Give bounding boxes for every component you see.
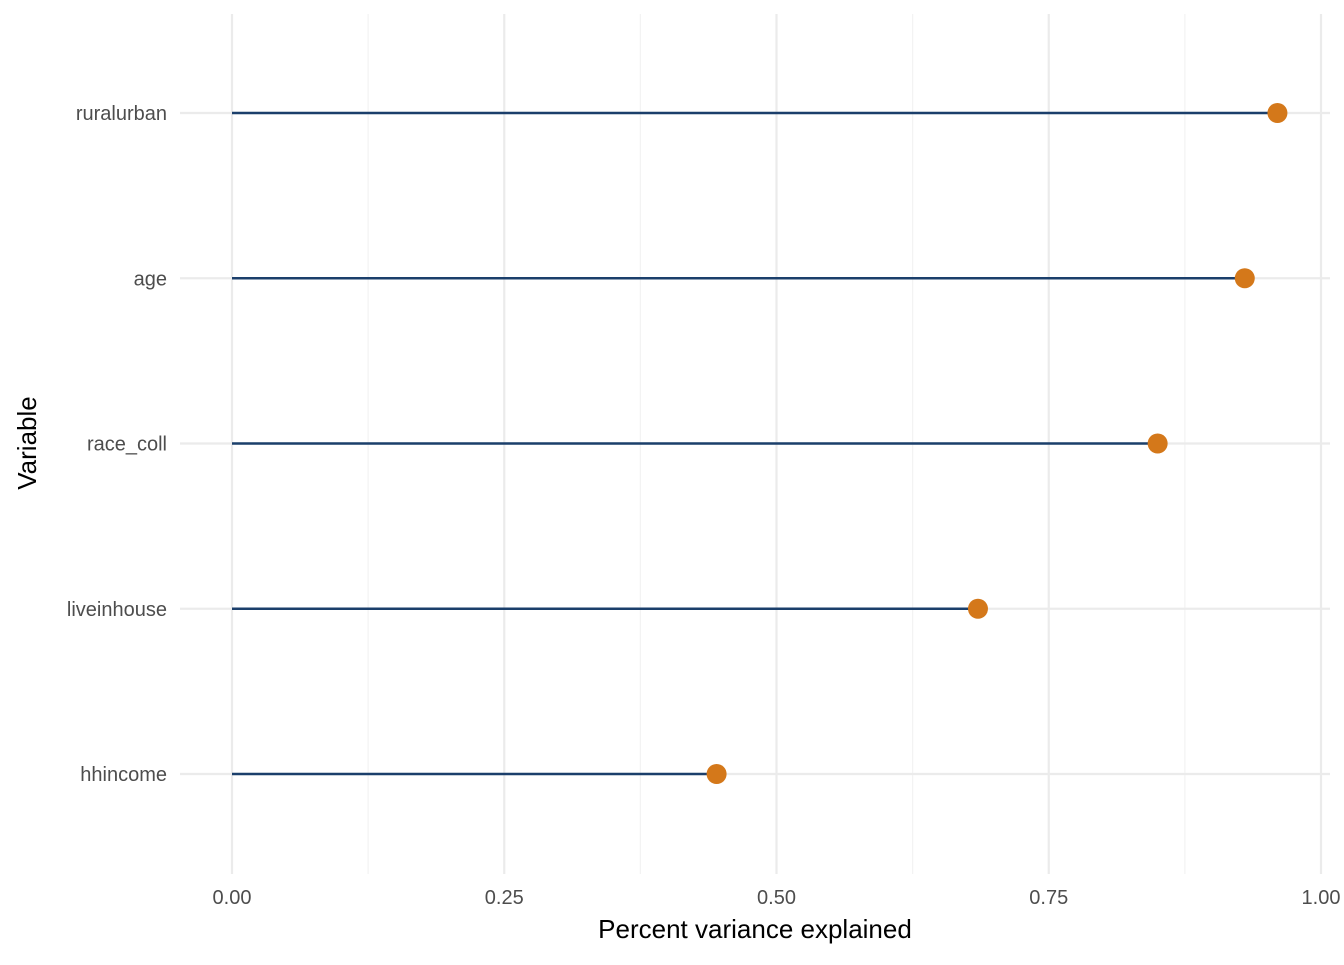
marks-layer xyxy=(232,103,1288,784)
x-tick-label: 1.00 xyxy=(1302,887,1341,909)
y-tick-label-race_coll: race_coll xyxy=(87,434,167,456)
x-tick-label: 0.50 xyxy=(757,887,796,909)
lollipop-point-ruralurban xyxy=(1267,103,1288,123)
y-tick-label-liveinhouse: liveinhouse xyxy=(67,599,167,621)
lollipop-point-age xyxy=(1234,268,1255,289)
lollipop-point-liveinhouse xyxy=(967,598,988,619)
x-tick-label: 0.25 xyxy=(485,887,524,909)
y-tick-label-ruralurban: ruralurban xyxy=(76,103,167,125)
x-tick-label: 0.75 xyxy=(1029,887,1068,909)
x-axis-title: Percent variance explained xyxy=(598,914,912,944)
x-tick-label: 0.00 xyxy=(213,887,252,909)
lollipop-point-hhincome xyxy=(706,764,727,784)
y-tick-label-hhincome: hhincome xyxy=(80,764,167,786)
y-axis-title: Variable xyxy=(12,396,42,489)
labels-layer: ruralurban age race_coll liveinhouse hhincom… xyxy=(67,103,1341,909)
y-tick-label-age: age xyxy=(134,268,167,290)
lollipop-point-race_coll xyxy=(1147,433,1168,454)
